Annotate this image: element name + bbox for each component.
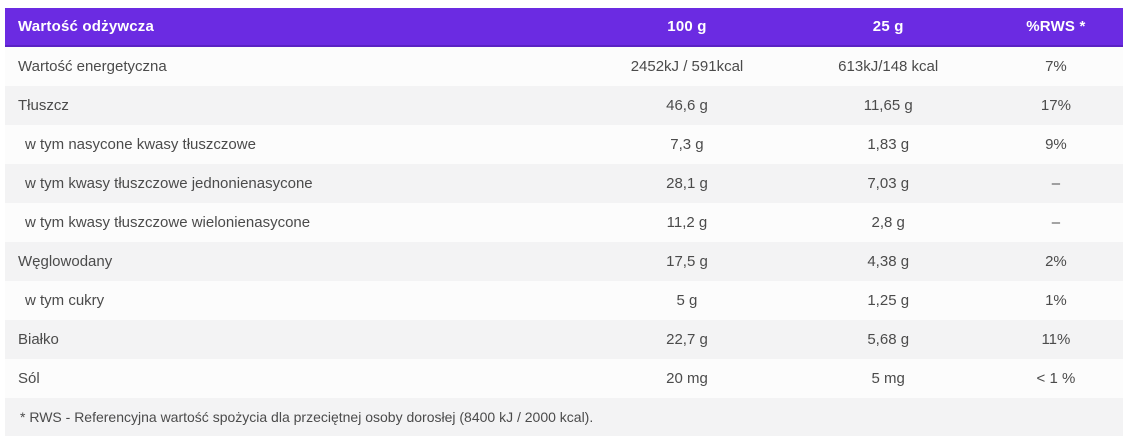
- value-per-25g: 11,65 g: [863, 97, 913, 114]
- value-per-100g: 7,3 g: [670, 136, 704, 153]
- value-per-25g: 613kJ/148 kcal: [838, 58, 939, 75]
- value-per-25g: 7,03 g: [867, 175, 910, 192]
- header-col-rws: %RWS *: [1026, 18, 1086, 35]
- value-per-25g: 4,38 g: [867, 253, 910, 270]
- value-per-100g: 11,2 g: [666, 214, 708, 231]
- table-row-carbohydrates: Węglowodany 17,5 g 4,38 g 2%: [5, 242, 1123, 281]
- nutrient-label: Tłuszcz: [18, 97, 69, 114]
- rws-percent: 9%: [1045, 136, 1067, 153]
- nutrient-label: w tym nasycone kwasy tłuszczowe: [25, 136, 256, 153]
- nutrition-table: Wartość odżywcza 100 g 25 g %RWS * Warto…: [5, 8, 1123, 436]
- value-per-25g: 1,25 g: [867, 292, 910, 309]
- value-per-25g: 1,83 g: [867, 136, 910, 153]
- table-row-fat: Tłuszcz 46,6 g 11,65 g 17%: [5, 86, 1123, 125]
- table-row-energy: Wartość energetyczna 2452kJ / 591kcal 61…: [5, 47, 1123, 86]
- header-nutrition-label: Wartość odżywcza: [18, 18, 155, 35]
- rws-percent: < 1 %: [1036, 370, 1076, 387]
- nutrient-label: Białko: [18, 331, 59, 348]
- nutrient-label: w tym kwasy tłuszczowe wielonienasycone: [25, 214, 311, 231]
- table-row-monounsaturated-fat: w tym kwasy tłuszczowe jednonienasycone …: [5, 164, 1123, 203]
- rws-percent: –: [1051, 214, 1061, 231]
- header-col-100g: 100 g: [667, 18, 707, 35]
- value-per-100g: 28,1 g: [666, 175, 708, 192]
- value-per-25g: 5 mg: [871, 370, 905, 387]
- table-row-salt: Sól 20 mg 5 mg < 1 %: [5, 359, 1123, 398]
- table-row-saturated-fat: w tym nasycone kwasy tłuszczowe 7,3 g 1,…: [5, 125, 1123, 164]
- value-per-100g: 2452kJ / 591kcal: [630, 58, 744, 75]
- rws-percent: 17%: [1040, 97, 1071, 114]
- value-per-100g: 5 g: [676, 292, 698, 309]
- value-per-100g: 17,5 g: [666, 253, 708, 270]
- table-row-protein: Białko 22,7 g 5,68 g 11%: [5, 320, 1123, 359]
- value-per-25g: 2,8 g: [871, 214, 905, 231]
- nutrient-label: w tym cukry: [25, 292, 105, 309]
- rws-percent: 11%: [1041, 331, 1071, 348]
- header-col-25g: 25 g: [872, 18, 904, 35]
- rws-percent: 7%: [1045, 58, 1067, 75]
- rws-percent: 1%: [1045, 292, 1067, 309]
- value-per-25g: 5,68 g: [867, 331, 910, 348]
- table-row-sugars: w tym cukry 5 g 1,25 g 1%: [5, 281, 1123, 320]
- rws-percent: –: [1051, 175, 1061, 192]
- value-per-100g: 46,6 g: [666, 97, 708, 114]
- rws-footnote: * RWS - Referencyjna wartość spożycia dl…: [5, 398, 1123, 436]
- nutrient-label: Wartość energetyczna: [18, 58, 167, 75]
- table-header-row: Wartość odżywcza 100 g 25 g %RWS *: [5, 8, 1123, 47]
- nutrient-label: Węglowodany: [18, 253, 113, 270]
- rws-percent: 2%: [1045, 253, 1067, 270]
- nutrient-label: w tym kwasy tłuszczowe jednonienasycone: [25, 175, 313, 192]
- table-row-polyunsaturated-fat: w tym kwasy tłuszczowe wielonienasycone …: [5, 203, 1123, 242]
- nutrient-label: Sól: [18, 370, 40, 387]
- value-per-100g: 22,7 g: [666, 331, 708, 348]
- value-per-100g: 20 mg: [666, 370, 708, 387]
